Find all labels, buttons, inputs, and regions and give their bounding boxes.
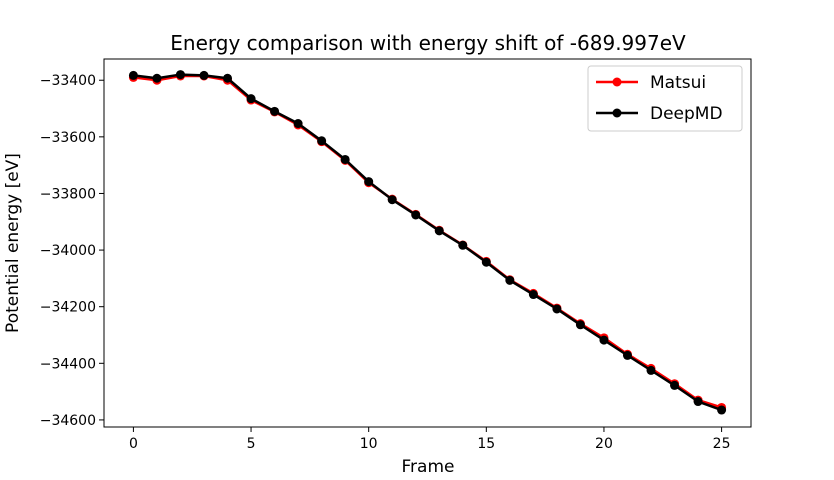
x-axis-label: Frame xyxy=(402,457,455,477)
y-axis-label: Potential energy [eV] xyxy=(3,153,23,333)
data-point xyxy=(199,70,209,80)
legend-label: DeepMD xyxy=(650,104,723,124)
series-deepmd xyxy=(128,70,727,415)
data-point xyxy=(317,136,327,146)
data-point xyxy=(152,73,162,83)
data-point xyxy=(528,290,538,300)
data-point xyxy=(340,154,350,164)
data-point xyxy=(246,94,256,104)
data-point xyxy=(128,70,138,80)
data-point xyxy=(387,195,397,205)
data-point xyxy=(646,365,656,375)
x-tick-label: 25 xyxy=(713,436,731,452)
y-axis: −33400 −33600 −33800 −34000 −34200 −34400 −346… xyxy=(40,73,104,429)
y-tick-label: −33600 xyxy=(40,130,96,146)
chart-title: Energy comparison with energy shift of -… xyxy=(170,31,686,55)
data-point xyxy=(175,70,185,80)
data-point xyxy=(293,119,303,129)
legend-label: Matsui xyxy=(650,73,706,93)
x-tick-label: 20 xyxy=(595,436,613,452)
data-point xyxy=(223,73,233,83)
data-point xyxy=(481,257,491,267)
data-point xyxy=(575,320,585,330)
legend-marker xyxy=(612,108,622,118)
x-tick-label: 5 xyxy=(247,436,256,452)
series-line xyxy=(133,73,723,412)
x-tick-label: 0 xyxy=(129,436,138,452)
legend-item-matsui: Matsui xyxy=(596,73,706,93)
data-point xyxy=(411,210,421,220)
axes-frame xyxy=(103,58,752,428)
legend-marker xyxy=(612,77,622,87)
x-axis: 0 5 10 15 20 25 xyxy=(129,427,731,452)
series-layer xyxy=(128,70,727,415)
y-tick-label: −33800 xyxy=(40,186,96,202)
data-point xyxy=(505,275,515,285)
legend-item-deepmd: DeepMD xyxy=(596,104,723,124)
legend: Matsui DeepMD xyxy=(587,65,743,132)
data-point xyxy=(622,350,632,360)
data-point xyxy=(364,177,374,187)
y-tick-label: −34000 xyxy=(40,243,96,259)
y-tick-label: −34400 xyxy=(40,356,96,372)
data-point xyxy=(434,226,444,236)
plot-area xyxy=(103,58,752,428)
x-tick-label: 15 xyxy=(477,436,495,452)
data-point xyxy=(670,380,680,390)
data-point xyxy=(693,397,703,407)
data-point xyxy=(270,106,280,116)
y-tick-label: −34600 xyxy=(40,413,96,429)
data-point xyxy=(599,335,609,345)
data-point xyxy=(458,240,468,250)
data-point xyxy=(717,405,727,415)
data-point xyxy=(552,304,562,314)
y-tick-label: −34200 xyxy=(40,300,96,316)
x-tick-label: 10 xyxy=(360,436,378,452)
y-tick-label: −33400 xyxy=(40,73,96,89)
